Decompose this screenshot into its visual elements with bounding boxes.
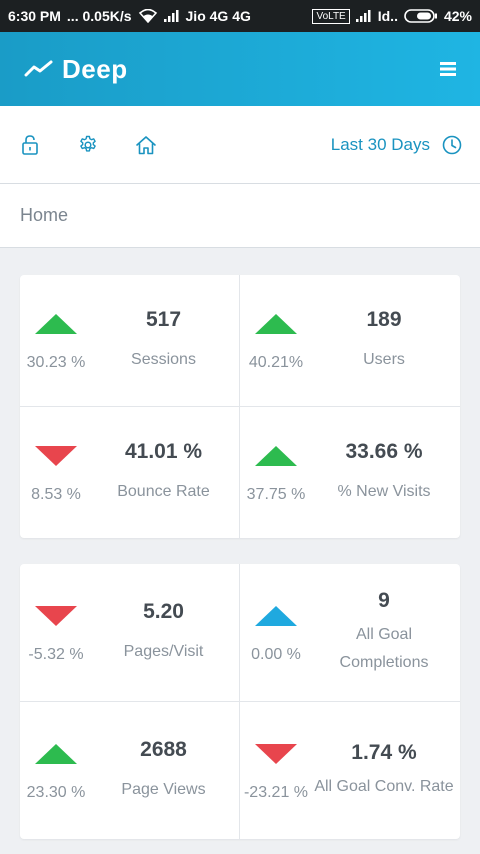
battery-percent: 42% [443,8,472,24]
metric-tile-goal-completions[interactable]: 0.00 % 9 All Goal Completions [240,564,460,701]
breadcrumb-home[interactable]: Home [20,205,69,225]
metric-change: -5.32 % [28,645,84,663]
metric-value: 1.74 % [351,740,417,764]
metric-tile-new-visits[interactable]: 37.75 % 33.66 % % New Visits [240,407,460,538]
metric-change: -23.21 % [243,783,309,801]
metric-tile-pages-visit[interactable]: -5.32 % 5.20 Pages/Visit [20,564,239,701]
metrics-card: -5.32 % 5.20 Pages/Visit 0.00 % 9 All Go… [20,564,460,839]
metric-value: 5.20 [143,599,184,623]
breadcrumb: Home [0,184,480,248]
metric-change: 30.23 % [26,353,86,371]
metric-tile-sessions[interactable]: 30.23 % 517 Sessions [20,275,239,406]
wifi-icon [138,9,158,23]
metric-value: 33.66 % [345,439,423,463]
app-brand[interactable]: Deep [24,54,128,85]
metric-tile-bounce-rate[interactable]: 8.53 % 41.01 % Bounce Rate [20,407,239,538]
trend-down-icon [35,605,77,626]
app-bar: Deep [0,32,480,106]
trend-up-icon [35,743,77,764]
trend-up-icon [35,313,77,334]
volte-badge: VoLTE [312,8,350,24]
status-bar: 6:30 PM ... 0.05K/s Jio 4G 4G VoLTE Id..… [0,0,480,32]
metric-value: 2688 [140,737,187,761]
trend-down-icon [255,743,297,764]
trend-up-icon [255,445,297,466]
metric-tile-users[interactable]: 40.21% 189 Users [240,275,460,406]
metric-label: Sessions [131,350,196,368]
divider [20,701,460,702]
metric-label: Bounce Rate [117,482,210,500]
metric-value: 41.01 % [124,439,203,463]
divider [239,564,240,701]
battery-icon [404,9,438,23]
metric-change: 23.30 % [26,783,86,801]
metric-label: Pages/Visit [123,642,204,660]
date-range-label: Last 30 Days [330,134,430,154]
date-range-selector[interactable]: Last 30 Days [331,135,462,155]
signal-icon [163,10,180,22]
metric-label: Page Views [121,780,206,798]
metric-label: Users [363,350,405,368]
divider [239,407,240,538]
trend-up-icon [255,313,297,334]
metric-label: All Goal Completions [339,625,429,671]
divider [20,406,460,407]
divider [239,275,240,406]
metric-label: All Goal Conv. Rate [314,777,454,795]
status-time: 6:30 PM [8,8,61,24]
clock-icon [442,135,462,155]
metric-tile-goal-conv-rate[interactable]: -23.21 % 1.74 % All Goal Conv. Rate [240,702,460,839]
app-title: Deep [62,53,128,84]
gear-icon[interactable] [76,133,100,157]
metric-value: 189 [366,307,402,331]
metric-change: 0.00 % [251,645,301,663]
status-network-speed: ... 0.05K/s [66,8,132,24]
metric-change: 37.75 % [246,485,306,503]
home-icon[interactable] [134,133,158,157]
hamburger-menu-icon[interactable] [436,57,460,81]
metric-change: 40.21% [248,353,304,371]
metric-tile-page-views[interactable]: 23.30 % 2688 Page Views [20,702,239,839]
status-carrier-1: Jio 4G 4G [185,8,251,24]
status-carrier-2: Id.. [377,8,398,24]
divider [239,702,240,839]
trend-line-icon [24,59,54,79]
metrics-card: 30.23 % 517 Sessions 40.21% 189 Users 8.… [20,275,460,538]
trend-down-icon [35,445,77,466]
toolbar: Last 30 Days [0,106,480,184]
lock-icon[interactable] [18,133,42,157]
metric-value: 517 [145,307,182,331]
signal-icon [355,10,372,22]
metric-label: % New Visits [337,482,431,500]
trend-neutral-icon [255,605,297,626]
metric-change: 8.53 % [31,485,81,503]
metric-value: 9 [378,588,390,612]
